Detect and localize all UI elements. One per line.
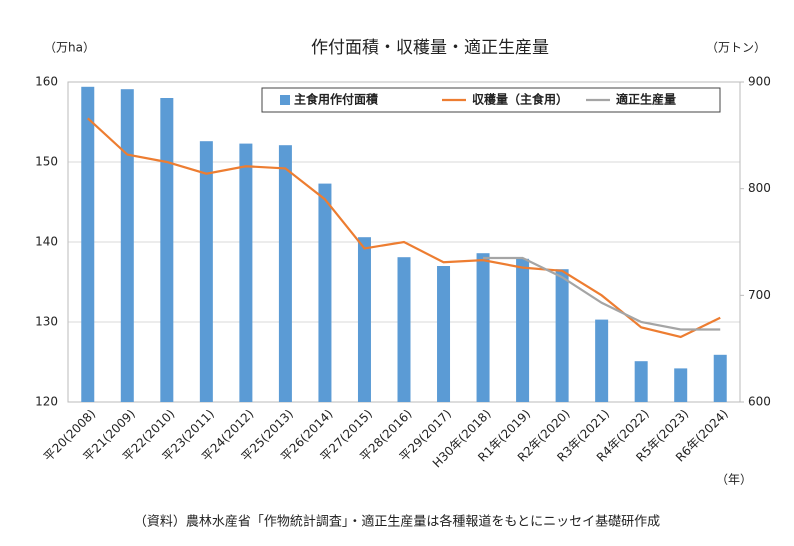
legend-box bbox=[261, 87, 721, 113]
x-axis-label: （年） bbox=[716, 473, 752, 487]
chart-title: 作付面積・収穫量・適正生産量 bbox=[311, 38, 549, 58]
bar bbox=[318, 183, 332, 402]
bar bbox=[476, 253, 490, 402]
bar bbox=[81, 86, 95, 403]
line bbox=[483, 256, 721, 331]
bar bbox=[437, 266, 451, 402]
y2-tick-label: 900 bbox=[748, 75, 771, 89]
bar bbox=[397, 257, 411, 402]
y-tick-label: 120 bbox=[35, 395, 58, 409]
y2-axis-label: （万トン） bbox=[706, 41, 766, 55]
y-tick-label: 150 bbox=[35, 155, 58, 169]
legend-swatch bbox=[280, 95, 290, 105]
bar bbox=[555, 269, 569, 402]
y2-tick-label: 700 bbox=[748, 288, 771, 302]
bar bbox=[278, 145, 292, 402]
bar bbox=[595, 319, 609, 402]
y-tick-label: 140 bbox=[35, 235, 58, 249]
legend-label: 適正生産量 bbox=[616, 92, 676, 107]
y-tick-label: 160 bbox=[35, 75, 58, 89]
bar bbox=[199, 141, 213, 402]
bar bbox=[634, 361, 648, 402]
bar bbox=[357, 237, 371, 402]
y2-tick-label: 600 bbox=[748, 395, 771, 409]
bar bbox=[713, 354, 727, 402]
legend-label: 収穫量（主食用） bbox=[472, 92, 568, 107]
y2-tick-label: 800 bbox=[748, 181, 771, 195]
bar bbox=[674, 368, 688, 402]
bar bbox=[516, 258, 530, 402]
legend-label: 主食用作付面積 bbox=[294, 92, 379, 107]
source-note: （資料）農林水産省「作物統計調査」・適正生産量は各種報道をもとにニッセイ基礎研作… bbox=[134, 514, 660, 530]
line bbox=[87, 117, 721, 339]
bar bbox=[239, 143, 253, 402]
y-axis-label: （万ha） bbox=[44, 41, 95, 55]
bar bbox=[160, 98, 174, 402]
y-tick-label: 130 bbox=[35, 315, 58, 329]
bar bbox=[120, 89, 134, 402]
